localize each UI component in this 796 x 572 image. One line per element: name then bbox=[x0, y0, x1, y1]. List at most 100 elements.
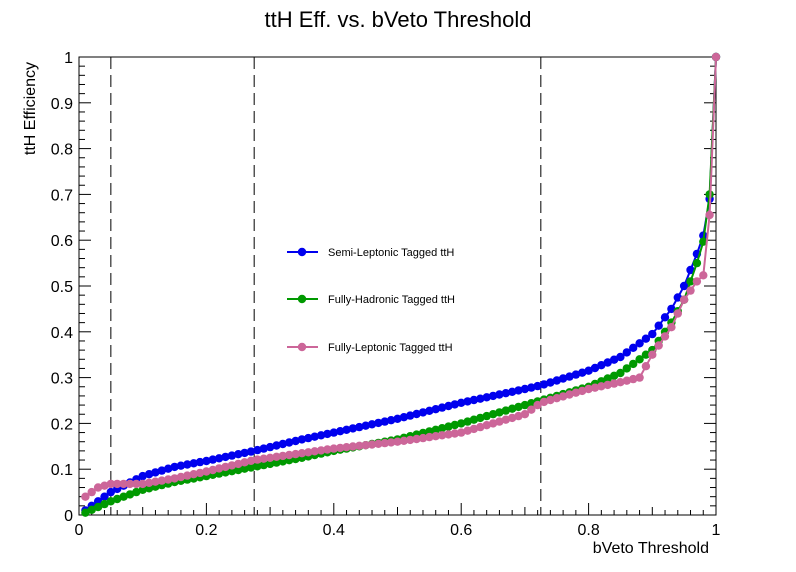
series-point bbox=[393, 414, 402, 423]
series-point bbox=[81, 508, 90, 517]
series-point bbox=[425, 432, 434, 442]
series-point bbox=[348, 442, 358, 451]
series-point bbox=[609, 379, 619, 388]
x-tick-label: 0.4 bbox=[323, 522, 345, 539]
series-point bbox=[629, 359, 638, 369]
series-point bbox=[686, 286, 695, 295]
series-point bbox=[609, 355, 619, 364]
series-point bbox=[310, 432, 319, 441]
series-point bbox=[546, 395, 555, 405]
series-point bbox=[367, 420, 377, 429]
series-point bbox=[259, 460, 268, 470]
series-point bbox=[246, 463, 256, 472]
series-line-2 bbox=[84, 56, 717, 498]
series-point bbox=[431, 432, 440, 441]
series-point bbox=[170, 474, 179, 483]
series-point bbox=[508, 413, 517, 423]
y-tick-label: 1 bbox=[64, 50, 73, 67]
series-point bbox=[635, 355, 644, 364]
series-point bbox=[552, 394, 561, 403]
series-point bbox=[227, 467, 237, 476]
y-tick-label: 0.4 bbox=[51, 325, 73, 342]
series-point bbox=[463, 417, 472, 426]
series-point bbox=[412, 409, 421, 419]
series-point bbox=[259, 444, 268, 453]
series-point bbox=[144, 470, 154, 479]
series-point bbox=[635, 373, 644, 382]
series-point bbox=[297, 449, 307, 458]
series-point bbox=[699, 237, 708, 246]
series-point bbox=[208, 455, 217, 464]
series-point bbox=[323, 429, 332, 439]
series-point bbox=[202, 467, 211, 476]
series-point bbox=[476, 413, 485, 423]
series-point bbox=[565, 390, 574, 399]
series-point bbox=[590, 363, 600, 373]
series-point bbox=[584, 366, 593, 375]
series-point bbox=[457, 398, 466, 407]
series-point bbox=[106, 497, 116, 506]
series-point bbox=[259, 454, 268, 463]
threshold-lines bbox=[110, 57, 542, 515]
series-point bbox=[240, 458, 249, 467]
series-point bbox=[176, 472, 186, 482]
y-tick-label: 0.7 bbox=[51, 187, 73, 204]
series-point bbox=[304, 433, 313, 443]
series-point bbox=[393, 437, 402, 446]
series-point bbox=[151, 468, 160, 477]
legend-label: Fully-Hadronic Tagged ttH bbox=[328, 294, 455, 306]
series-point bbox=[151, 477, 160, 486]
series-point bbox=[437, 403, 447, 412]
series-point bbox=[686, 265, 695, 275]
series-point bbox=[514, 402, 523, 412]
series-point bbox=[660, 332, 670, 341]
series-point bbox=[336, 427, 345, 436]
series-point bbox=[539, 380, 549, 389]
series-2 bbox=[81, 52, 721, 501]
series-point bbox=[81, 492, 90, 501]
series-point bbox=[227, 451, 237, 460]
series-layer bbox=[81, 52, 721, 517]
series-point bbox=[374, 439, 383, 448]
series-point bbox=[265, 459, 275, 469]
series-point bbox=[437, 424, 447, 433]
series-point bbox=[406, 411, 415, 420]
series-point bbox=[450, 400, 459, 409]
x-tick-label: 0.6 bbox=[450, 522, 472, 539]
y-tick-label: 0 bbox=[64, 508, 73, 525]
series-point bbox=[711, 52, 721, 62]
series-point bbox=[673, 293, 682, 302]
series-point bbox=[667, 304, 676, 314]
x-tick-label: 0 bbox=[75, 522, 84, 539]
series-point bbox=[552, 376, 561, 385]
series-point bbox=[679, 295, 689, 304]
series-point bbox=[463, 426, 472, 435]
series-point bbox=[686, 277, 695, 286]
series-point bbox=[571, 370, 581, 379]
series-point bbox=[138, 471, 147, 481]
series-point bbox=[533, 400, 542, 410]
legend-swatch-marker bbox=[297, 294, 307, 304]
series-point bbox=[495, 390, 504, 399]
series-point bbox=[450, 420, 459, 430]
series-point bbox=[214, 464, 224, 473]
y-axis-label: ttH Efficiency bbox=[22, 62, 39, 155]
series-point bbox=[565, 372, 574, 381]
plot-frame bbox=[78, 56, 717, 516]
series-point bbox=[527, 399, 536, 408]
series-point bbox=[527, 383, 536, 392]
series-point bbox=[571, 388, 581, 397]
series-point bbox=[590, 383, 600, 392]
y-tick-label: 0.3 bbox=[51, 371, 73, 388]
series-point bbox=[246, 447, 256, 456]
series-point bbox=[380, 417, 389, 426]
series-point bbox=[578, 386, 587, 396]
legend-label: Semi-Leptonic Tagged ttH bbox=[328, 247, 454, 259]
series-point bbox=[342, 443, 351, 452]
series-point bbox=[520, 400, 530, 410]
series-point bbox=[285, 438, 294, 447]
x-tick-label: 0.2 bbox=[195, 522, 217, 539]
series-point bbox=[253, 445, 262, 455]
series-point bbox=[444, 422, 453, 431]
